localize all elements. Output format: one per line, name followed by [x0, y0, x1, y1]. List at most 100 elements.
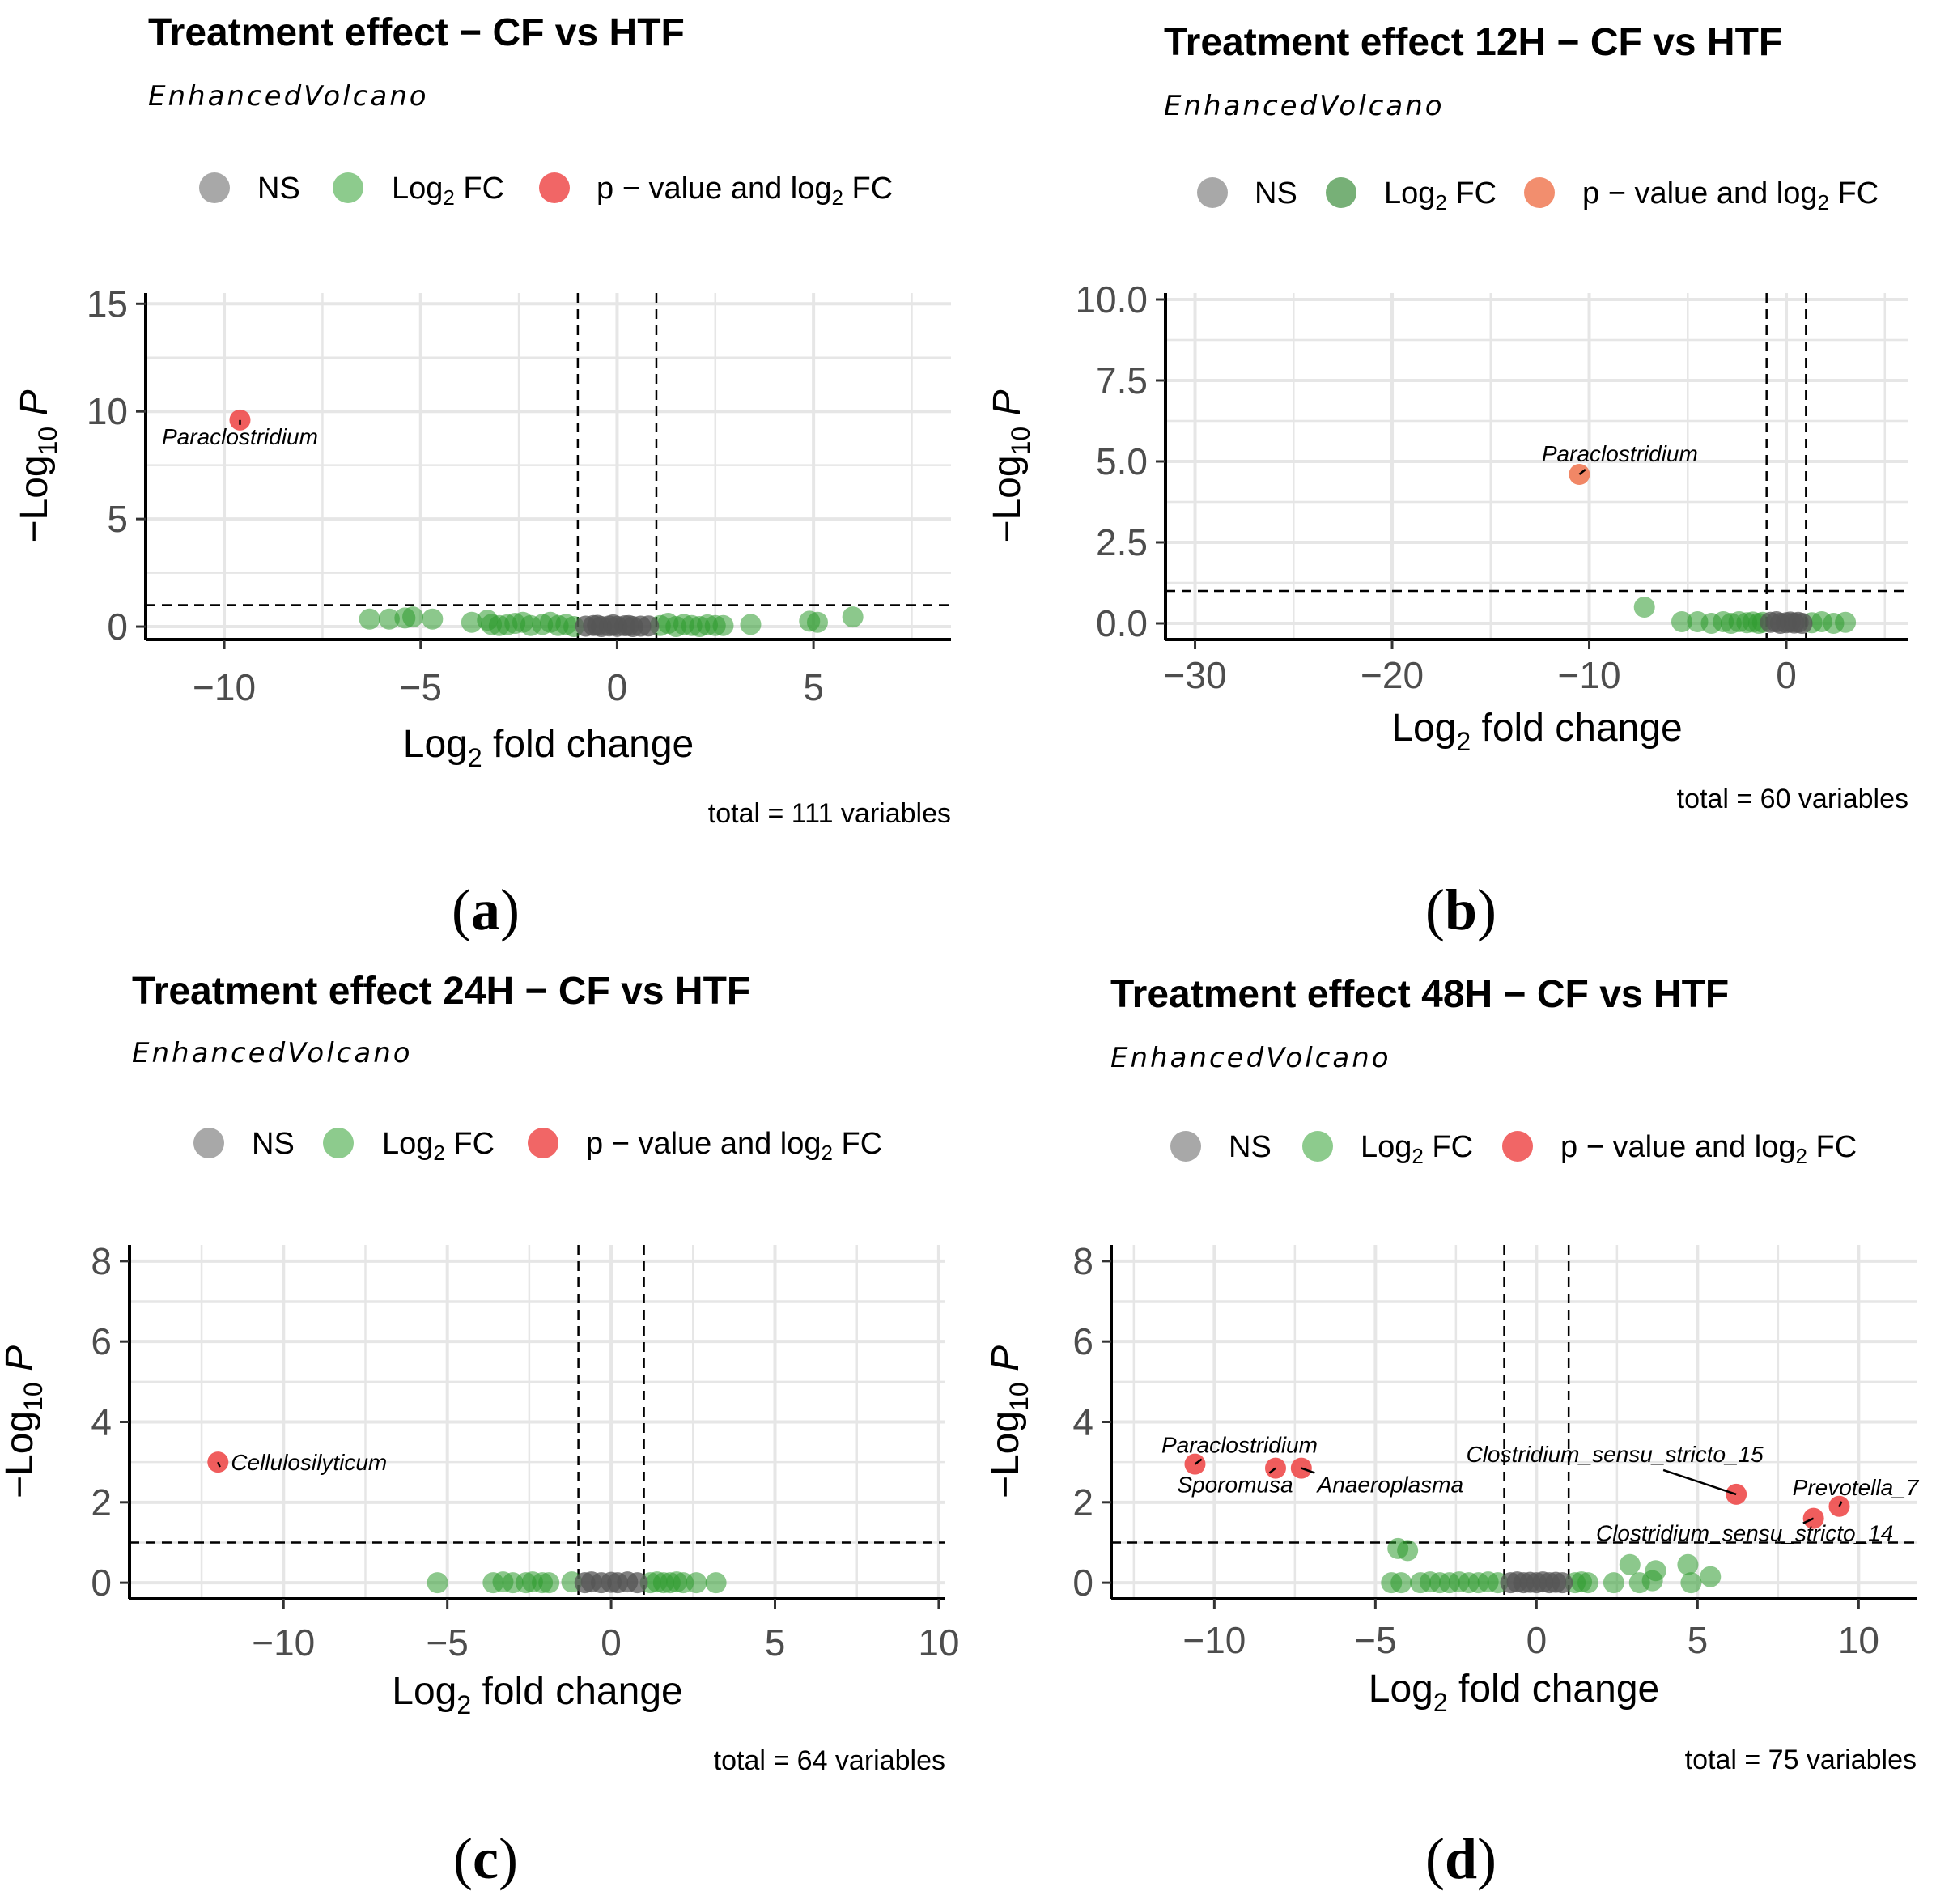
point-log2fc	[1633, 597, 1655, 618]
point-log2fc	[686, 1572, 707, 1594]
x-tick-label: 10	[918, 1621, 959, 1664]
label-connector	[1194, 1458, 1203, 1465]
chart-title: Treatment effect 24H − CF vs HTF	[132, 970, 750, 1013]
point-log2fc	[740, 614, 762, 635]
y-tick-label: 6	[1072, 1320, 1093, 1362]
label-connector	[1578, 469, 1586, 475]
point-log2fc	[1603, 1572, 1624, 1594]
variables-caption: total = 64 variables	[714, 1745, 945, 1776]
point-label: Anaeroplasma	[1316, 1473, 1464, 1498]
point-log2fc	[1577, 1572, 1599, 1594]
points	[229, 409, 864, 638]
point-ns	[1552, 1572, 1573, 1594]
panel-a: Treatment effect − CF vs HTF EnhancedVolc…	[13, 11, 951, 942]
chart-subtitle: EnhancedVolcano	[1110, 1042, 1391, 1074]
x-tick-label: −30	[1164, 654, 1227, 696]
cutoff-lines	[146, 293, 951, 640]
legend-ns-key	[1197, 177, 1228, 208]
point-log2fc	[1680, 1572, 1702, 1594]
point-log2fc	[705, 1572, 727, 1594]
chart-title: Treatment effect − CF vs HTF	[148, 11, 685, 54]
x-tick-label: 10	[1838, 1619, 1879, 1661]
points	[207, 1451, 727, 1594]
label-connector	[1662, 1468, 1737, 1496]
legend-log2fc-label: Log2 FC	[1384, 176, 1497, 215]
variables-caption: total = 111 variables	[708, 798, 951, 829]
chart-title: Treatment effect 48H − CF vs HTF	[1110, 973, 1729, 1016]
gridlines	[129, 1245, 945, 1599]
panel-b: Treatment effect 12H − CF vs HTF Enhanced…	[986, 21, 1908, 942]
y-axis-title: −Log10 P	[13, 389, 62, 542]
point-log2fc	[1835, 611, 1857, 633]
y-tick-label: 8	[1072, 1240, 1093, 1282]
point-log2fc	[427, 1572, 448, 1594]
chart-subtitle: EnhancedVolcano	[148, 80, 429, 113]
y-tick-label: 4	[91, 1401, 112, 1443]
legend-pvalue-log2fc-label: p − value and log2 FC	[586, 1127, 882, 1165]
y-tick-label: 5.0	[1096, 440, 1148, 482]
x-tick-label: −20	[1361, 654, 1424, 696]
x-tick-label: 5	[1688, 1619, 1709, 1661]
legend-log2fc-key	[333, 172, 363, 203]
legend-ns-label: NS	[252, 1127, 295, 1161]
point-label: Paraclostridium	[1161, 1433, 1318, 1458]
x-tick-label: −10	[1182, 1619, 1246, 1661]
y-tick-label: 0	[1072, 1562, 1093, 1604]
legend-pvalue-log2fc-key	[539, 172, 570, 203]
point-label: Paraclostridium	[162, 424, 318, 449]
legend-log2fc-label: Log2 FC	[382, 1127, 495, 1165]
y-axis-title: −Log10 P	[0, 1345, 48, 1498]
x-tick-label: −5	[400, 666, 442, 708]
x-tick-label: 5	[803, 666, 824, 708]
panel-letter: (a)	[452, 878, 520, 942]
cutoff-lines	[129, 1245, 945, 1599]
x-tick-label: 5	[765, 1621, 786, 1664]
legend-ns-key	[199, 172, 230, 203]
point-ns	[587, 614, 609, 636]
legend-log2fc-key	[1302, 1131, 1333, 1162]
label-connector	[1838, 1501, 1843, 1507]
gridlines	[1165, 293, 1908, 640]
y-tick-label: 4	[1072, 1401, 1093, 1443]
x-axis-title: Log2 fold change	[1369, 1668, 1659, 1717]
legend-pvalue-log2fc-key	[1502, 1131, 1533, 1162]
point-log2fc	[1390, 1572, 1412, 1594]
point-log2fc	[1700, 1566, 1722, 1587]
y-tick-label: 0	[91, 1562, 112, 1604]
panel-letter: (b)	[1425, 878, 1497, 942]
y-tick-label: 2	[91, 1481, 112, 1524]
legend-pvalue-log2fc-key	[1524, 177, 1555, 208]
x-axis-title: Log2 fold change	[403, 723, 694, 772]
x-axis-title: Log2 fold change	[392, 1670, 682, 1719]
cutoff-lines	[1111, 1245, 1917, 1599]
legend-ns-key	[1170, 1131, 1201, 1162]
variables-caption: total = 60 variables	[1677, 784, 1908, 814]
x-tick-label: −10	[252, 1621, 315, 1664]
legend-log2fc-key	[323, 1128, 354, 1158]
legend-ns-key	[193, 1128, 224, 1158]
point-log2fc	[461, 611, 482, 633]
y-tick-label: 7.5	[1096, 359, 1148, 402]
y-tick-label: 15	[87, 283, 128, 325]
point-log2fc	[1677, 1553, 1699, 1575]
point-label: Clostridium_sensu_stricto_15	[1466, 1442, 1764, 1467]
label-connector	[1301, 1467, 1315, 1474]
x-tick-label: −10	[193, 666, 256, 708]
chart-subtitle: EnhancedVolcano	[132, 1037, 413, 1069]
y-tick-label: 10.0	[1075, 278, 1148, 321]
point-log2fc	[402, 606, 424, 628]
panel-d: Treatment effect 48H − CF vs HTF Enhanced…	[984, 973, 1920, 1891]
legend-log2fc-label: Log2 FC	[1361, 1130, 1473, 1168]
point-log2fc	[359, 608, 380, 630]
legend-ns-label: NS	[257, 172, 300, 206]
x-tick-label: 0	[1526, 1619, 1548, 1661]
x-axis-title: Log2 fold change	[1391, 707, 1682, 756]
x-tick-label: 0	[607, 666, 628, 708]
panel-letter: (c)	[453, 1826, 518, 1891]
legend-pvalue-log2fc-key	[528, 1128, 558, 1158]
point-ns	[618, 614, 639, 636]
x-tick-label: −10	[1558, 654, 1621, 696]
legend-ns-label: NS	[1255, 176, 1297, 210]
point-log2fc	[1397, 1540, 1419, 1562]
